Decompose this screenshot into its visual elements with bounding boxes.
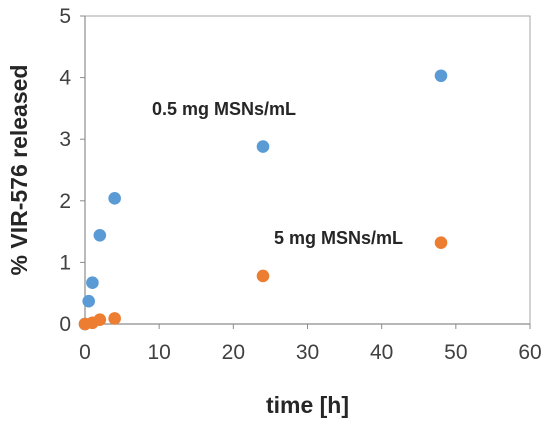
x-tick-label: 0	[79, 341, 91, 364]
annotation-0-5-mg: 0.5 mg MSNs/mL	[152, 99, 296, 119]
y-axis-ticks: 0 1 2 3 4 5	[59, 5, 85, 336]
y-tick-label: 1	[59, 251, 71, 274]
data-point-series-2-6	[434, 236, 448, 249]
y-axis-title: % VIR-576 released	[6, 65, 32, 276]
data-point-series-1-4	[93, 228, 107, 242]
y-tick-label: 3	[59, 128, 71, 151]
x-tick-label: 20	[222, 341, 245, 364]
y-tick-label: 0	[59, 313, 71, 336]
data-point-series-2-5	[256, 269, 270, 283]
data-point-series-1-2	[82, 294, 96, 308]
y-tick-label: 2	[59, 190, 71, 213]
x-axis-title: time [h]	[266, 392, 349, 418]
y-tick-label: 4	[59, 67, 71, 90]
x-tick-label: 30	[296, 341, 319, 364]
data-point-series-1-3	[86, 276, 99, 290]
data-points	[78, 69, 448, 331]
x-axis-ticks: 0 10 20 30 40 50 60	[79, 324, 542, 364]
data-point-series-2-4	[108, 312, 121, 325]
x-tick-label: 50	[444, 341, 467, 364]
y-tick-label: 5	[59, 5, 71, 28]
data-point-series-1-7	[434, 69, 448, 83]
x-tick-label: 40	[370, 341, 393, 364]
data-point-series-2-3	[93, 313, 107, 326]
x-tick-label: 60	[518, 341, 541, 364]
x-tick-label: 10	[147, 341, 170, 364]
annotation-5-mg: 5 mg MSNs/mL	[274, 228, 403, 248]
data-point-series-1-6	[256, 140, 270, 153]
data-point-series-1-5	[108, 192, 121, 205]
